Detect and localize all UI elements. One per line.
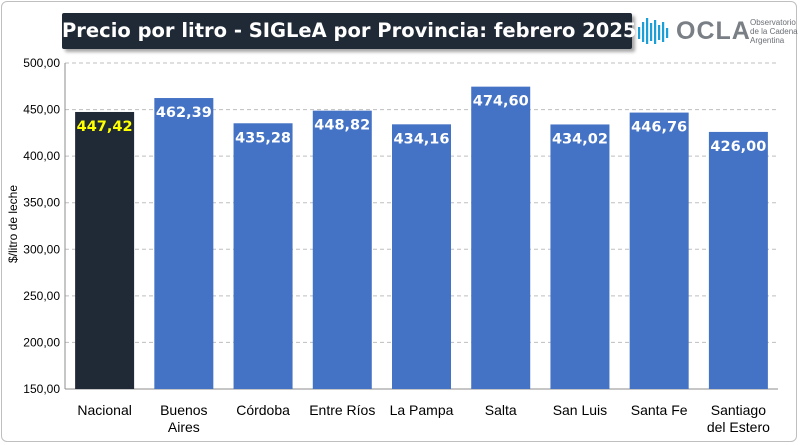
x-tick-label: Salta (485, 402, 517, 418)
y-tick-label: 150,00 (23, 382, 60, 396)
bar (550, 124, 610, 389)
x-tick-label: La Pampa (390, 402, 454, 418)
x-tick-label: Santiago (711, 402, 766, 418)
data-label: 446,76 (631, 120, 687, 136)
bar (708, 131, 768, 389)
x-tick-label: Córdoba (236, 402, 290, 418)
data-label: 462,39 (156, 105, 212, 121)
logo-line-3: Argentina (750, 36, 785, 45)
x-tick-label: Buenos (160, 402, 207, 418)
x-tick-label: San Luis (553, 402, 607, 418)
data-label: 426,00 (710, 139, 766, 155)
bar (154, 98, 214, 389)
x-tick-label: Nacional (77, 402, 131, 418)
bar (629, 112, 689, 389)
y-axis-label: $/litro de leche (6, 185, 20, 263)
data-label: 435,28 (235, 130, 291, 146)
data-label: 447,42 (77, 119, 133, 135)
bars (75, 86, 768, 390)
bar (233, 123, 293, 390)
logo-line-1: Observatorio (750, 18, 796, 27)
bars-logo-icon (638, 18, 669, 44)
data-label: 474,60 (473, 94, 529, 110)
x-tick-label: Entre Ríos (309, 402, 375, 418)
logo-line-2: de la Cadena Láctea (750, 27, 800, 36)
y-tick-label: 350,00 (23, 196, 60, 210)
y-tick-label: 500,00 (23, 56, 60, 70)
x-tick-label: Aires (168, 419, 200, 435)
data-labels: 447,42 462,39 435,28 448,82 434,16 474,60 434,… (77, 94, 767, 155)
data-label: 434,02 (552, 131, 608, 147)
data-label: 434,16 (394, 131, 450, 147)
y-tick-label: 450,00 (23, 103, 60, 117)
y-tick-label: 250,00 (23, 289, 60, 303)
bar (471, 86, 531, 389)
bar (75, 111, 135, 389)
bar (392, 124, 451, 389)
ocla-logo: OCLA Observatorio de la Cadena Láctea Ar… (636, 13, 800, 53)
y-tick-label: 200,00 (23, 335, 60, 349)
data-label: 448,82 (314, 118, 370, 134)
logo-name: OCLA (676, 17, 751, 45)
y-tick-label: 300,00 (23, 242, 60, 256)
chart-title: Precio por litro - SIGLeA por Provincia:… (62, 13, 636, 49)
bar (312, 110, 372, 389)
y-tick-label: 400,00 (23, 149, 60, 163)
y-tick-labels: 150,00 200,00 250,00 300,00 350,00 400,00 450,… (23, 56, 60, 396)
x-tick-label: Santa Fe (631, 402, 688, 418)
x-tick-label: del Estero (707, 419, 770, 435)
